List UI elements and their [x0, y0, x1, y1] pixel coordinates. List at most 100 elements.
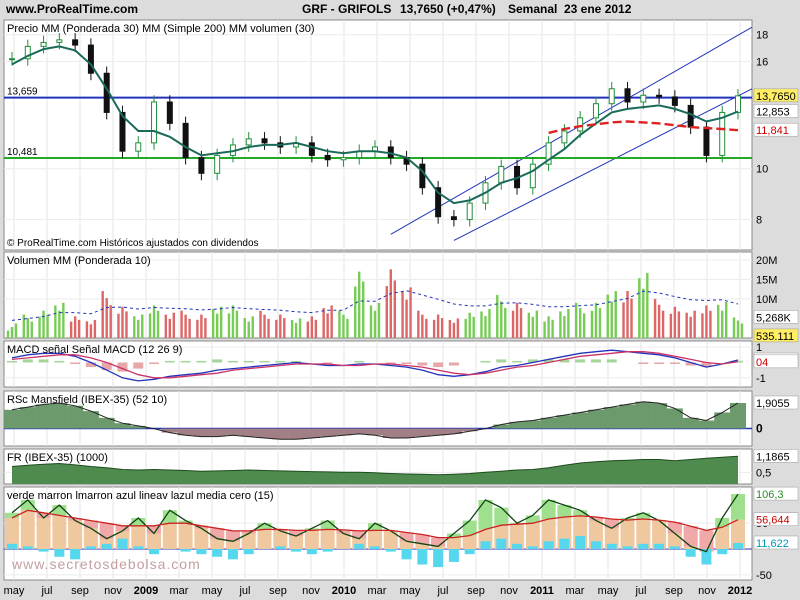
osc-azul-bar [275, 546, 286, 549]
price-candle-body [656, 94, 663, 98]
volume-bar [314, 319, 318, 338]
volume-bar [677, 311, 681, 338]
osc-verde-area [273, 529, 288, 531]
volume-bar [653, 298, 657, 338]
rsc-area [209, 428, 226, 437]
macd-histogram-bar [322, 362, 333, 364]
osc-verde-area [731, 494, 745, 520]
volume-mm-line [11, 290, 739, 321]
osc-azul-bar [196, 549, 207, 555]
x-tick-label: jul [634, 585, 646, 597]
volume-bar [310, 316, 314, 338]
macd-histogram-bar [85, 362, 96, 368]
volume-bar [69, 321, 73, 338]
volume-bar [369, 305, 373, 338]
value-label: 106,3 [756, 489, 784, 501]
volume-bar [669, 313, 673, 338]
volume-bar [401, 291, 404, 338]
value-label: 1,1865 [756, 451, 790, 463]
osc-verde-area [352, 530, 367, 539]
resistance-label: 13,659 [7, 87, 38, 98]
price-candle-body [87, 44, 94, 74]
volume-bar [263, 314, 266, 338]
price-candle-body [608, 88, 615, 105]
macd-histogram-bar [590, 359, 601, 363]
osc-azul-bar [38, 549, 49, 552]
osc-azul-bar [512, 543, 523, 549]
rsc-area [98, 417, 115, 429]
macd-histogram-bar [559, 359, 570, 363]
osc-azul-bar [638, 543, 649, 549]
rsc-area [461, 428, 478, 432]
macd-histogram-bar [291, 360, 302, 363]
x-tick-label: sep [467, 585, 485, 597]
volume-bar [464, 318, 467, 338]
price-candle-body [735, 95, 741, 113]
osc-azul-bar [133, 546, 144, 549]
y-tick-label: 0,5 [756, 467, 771, 479]
rsc-area [682, 417, 699, 429]
rsc-area [240, 428, 257, 437]
x-tick-label: may [598, 585, 619, 597]
volume-bar [358, 271, 361, 338]
price-candle-body [9, 58, 15, 61]
volume-bar [148, 313, 152, 338]
rsc-area [430, 428, 447, 436]
price-candle-body [577, 117, 584, 132]
volume-bar [117, 313, 120, 338]
volume-bar [689, 316, 692, 338]
rsc-area [493, 424, 510, 429]
volume-bar [496, 295, 499, 338]
osc-marron-area [368, 530, 382, 549]
volume-bar [204, 318, 207, 338]
rsc-area [603, 407, 620, 429]
volume-bar [235, 310, 239, 338]
osc-verde-area [304, 528, 319, 531]
osc-verde-area [588, 516, 603, 521]
osc-verde-area [194, 525, 209, 529]
price-candle-body [561, 130, 568, 144]
osc-azul-bar [243, 549, 254, 555]
volume-bar [346, 318, 349, 338]
value-label: 56,644 [756, 515, 790, 527]
osc-azul-bar [433, 549, 444, 568]
osc-verde-area [147, 525, 162, 534]
osc-azul-bar [575, 536, 586, 549]
osc-azul-bar [354, 543, 365, 549]
volume-bar [598, 308, 602, 338]
osc-verde-area [257, 523, 272, 530]
rsc-area [619, 404, 636, 429]
rsc-area [540, 417, 557, 429]
volume-bar [409, 287, 412, 338]
rsc-area [635, 401, 652, 429]
volume-bar [251, 316, 254, 338]
osc-marron-area [162, 523, 177, 549]
price-candle-body [687, 104, 694, 128]
x-tick-label: nov [500, 585, 518, 597]
volume-bar [535, 310, 539, 338]
osc-azul-bar [733, 542, 743, 549]
osc-azul-bar [496, 538, 507, 549]
osc-azul-bar [606, 543, 617, 549]
volume-bar [456, 318, 460, 338]
site-url[interactable]: www.ProRealTime.com [6, 2, 139, 16]
macd-histogram-bar [685, 362, 696, 366]
rsc-area [272, 428, 289, 440]
x-tick-label: mar [566, 585, 585, 597]
macd-histogram-bar [385, 362, 396, 364]
x-tick-label: jul [436, 585, 448, 597]
osc-verde-area [5, 512, 19, 518]
volume-bar [582, 313, 586, 338]
volume-bar [275, 319, 278, 338]
volume-bar [385, 286, 388, 338]
volume-bar [267, 318, 270, 338]
macd-histogram-bar [480, 360, 491, 363]
volume-bar [594, 302, 598, 338]
rsc-area [256, 428, 273, 438]
volume-bar [54, 305, 57, 338]
rsc-area [319, 428, 336, 437]
macd-histogram-bar [7, 360, 17, 363]
x-tick-label: nov [698, 585, 716, 597]
rsc-area [177, 428, 194, 436]
volume-bar [452, 322, 456, 338]
